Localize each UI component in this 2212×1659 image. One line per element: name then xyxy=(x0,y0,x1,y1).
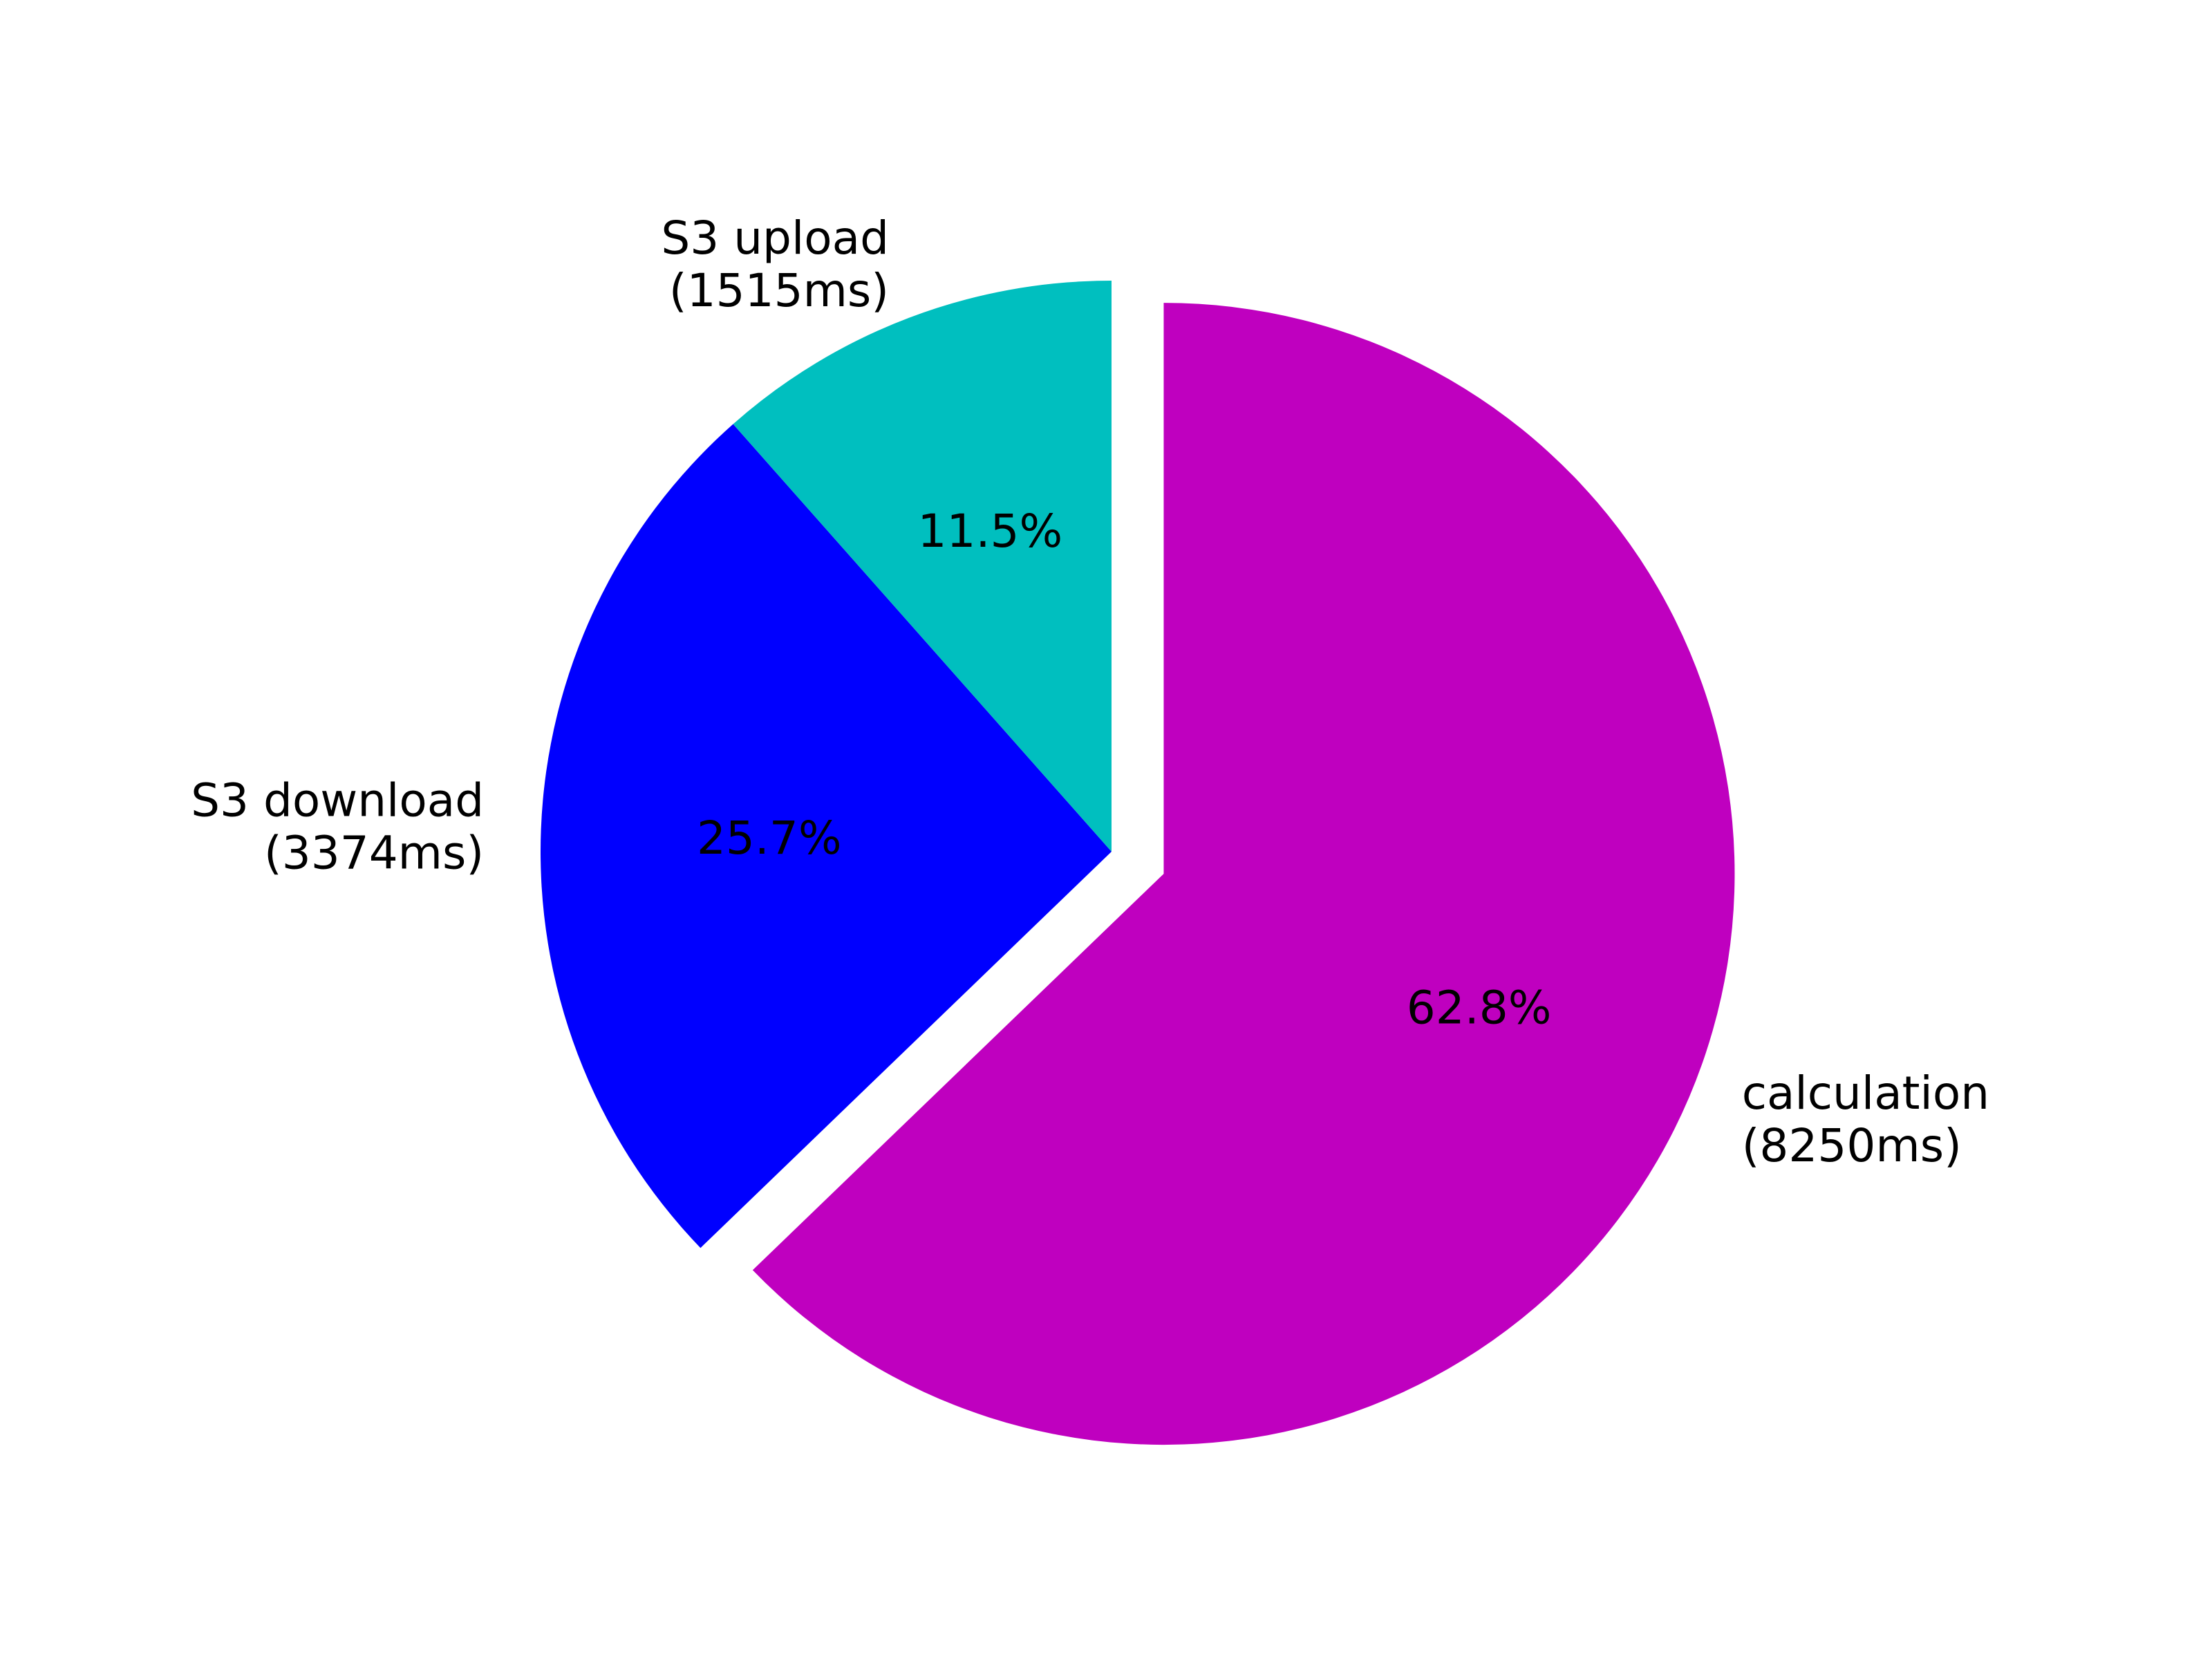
pie-slices xyxy=(541,281,1735,1445)
pie-outer-label-s3-upload: S3 upload(1515ms) xyxy=(661,212,889,317)
pie-percent-label-s3-download: 25.7% xyxy=(697,812,842,865)
slice-duration: (1515ms) xyxy=(669,264,889,317)
pie-outer-label-s3-download: S3 download(3374ms) xyxy=(191,774,484,880)
pie-slice-s3-download xyxy=(541,424,1112,1248)
slice-duration: (8250ms) xyxy=(1742,1119,1962,1172)
pie-slice-s3-upload xyxy=(733,281,1112,852)
slice-name: S3 upload xyxy=(661,212,889,265)
slice-duration: (3374ms) xyxy=(264,827,484,880)
pie-labels: 62.8% calculation(8250ms) 25.7% S3 download… xyxy=(191,212,1989,1172)
pie-percent-label-s3-upload: 11.5% xyxy=(918,505,1063,558)
pie-outer-label-calculation: calculation(8250ms) xyxy=(1742,1067,1989,1172)
pie-percent-label-calculation: 62.8% xyxy=(1407,981,1552,1034)
pie-slice-calculation xyxy=(752,303,1735,1445)
slice-name: S3 download xyxy=(191,774,484,827)
slice-name: calculation xyxy=(1742,1067,1989,1120)
